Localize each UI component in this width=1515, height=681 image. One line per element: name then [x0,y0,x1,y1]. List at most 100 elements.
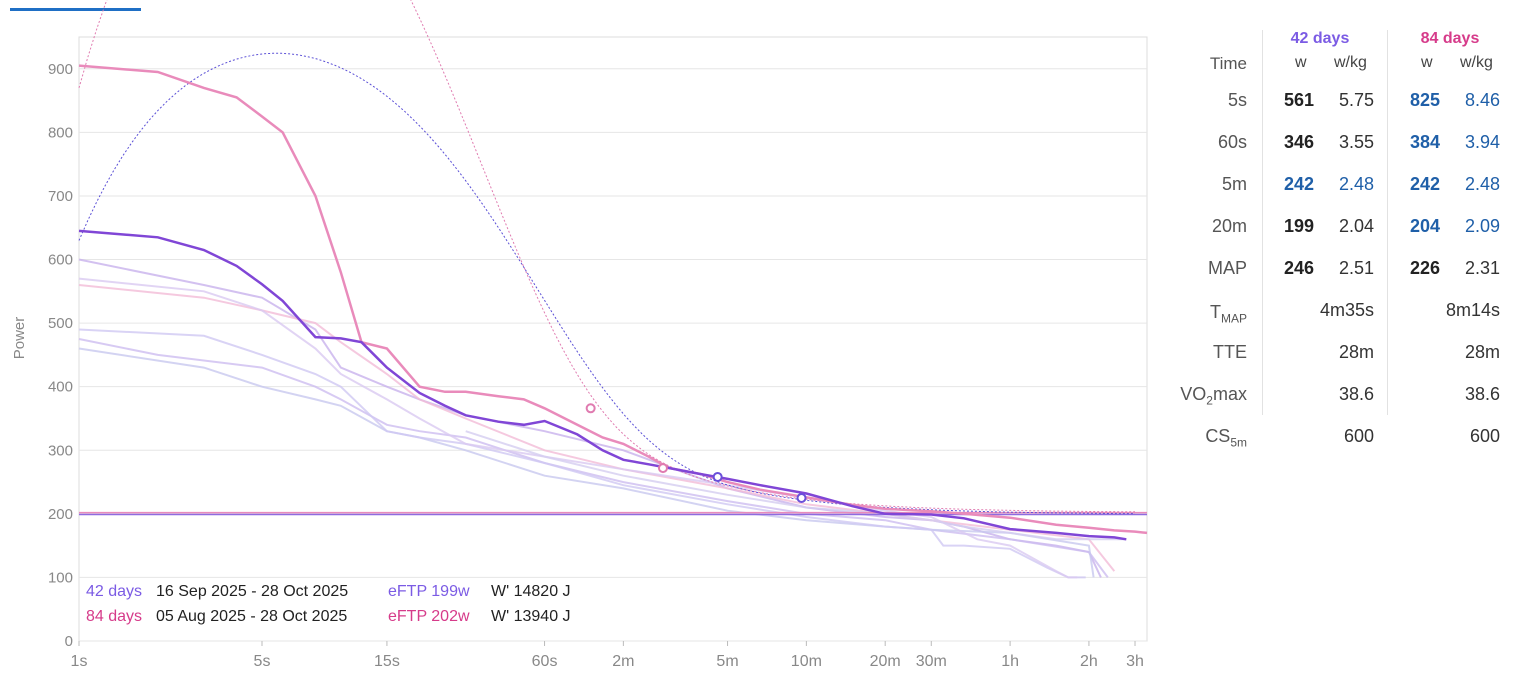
column-divider [1262,30,1263,415]
cs5m-42: 600 [1343,426,1374,446]
unit-wkg: w/kg [1334,54,1367,71]
y-tick-label: 400 [48,379,73,396]
stat-value: 2.51 [1338,258,1374,278]
legend-dates: 05 Aug 2025 - 28 Oct 2025 [156,608,348,625]
tmap-label: TMAP [1209,302,1247,326]
legend-period: 42 days [86,583,143,600]
stat-value: 346 [1283,132,1314,152]
faint-series-line [78,277,1078,579]
faint-series-line [78,328,1086,579]
x-tick-label: 1s [71,653,88,670]
chart-axes: 0 100 200 300 400 500 600 700 800 900 1s 5s 15s 60s 2m… [48,61,1144,670]
faint-series [78,258,1127,579]
x-tick-label: 30m [916,653,947,670]
faint-series-line [78,284,1116,572]
cs5m-84: 600 [1469,426,1500,446]
stat-value: 5.75 [1338,90,1374,110]
stat-value: 246 [1283,258,1314,278]
active-tab-indicator [10,8,141,11]
stat-value[interactable]: 384 [1409,132,1440,152]
unit-wkg: w/kg [1460,54,1493,71]
y-tick-label: 100 [48,569,73,586]
y-tick-label: 900 [48,61,73,78]
chart-grid [78,36,1148,642]
vo2max-42: 38.6 [1338,384,1374,404]
unit-w: w [1295,54,1307,71]
legend-row-84: 84 days 05 Aug 2025 - 28 Oct 2025 eFTP 202… [86,608,571,626]
stat-value: 2.31 [1464,258,1500,278]
stat-value[interactable]: 2.09 [1464,216,1500,236]
stat-value: 226 [1409,258,1440,278]
data-marker [796,492,807,503]
x-tick-label: 15s [374,653,400,670]
tmap-42: 4m35s [1319,300,1374,320]
x-tick-label: 5s [254,653,271,670]
row-label: 5s [1227,90,1247,110]
chart-markers [585,403,807,503]
faint-series-line [465,430,1127,541]
tte-84: 28m [1464,342,1500,362]
stat-value[interactable]: 2.48 [1338,174,1374,194]
tte-label: TTE [1213,342,1247,362]
model-curve [78,52,1136,515]
time-label: Time [1209,54,1247,73]
unit-w: w [1421,54,1433,71]
y-tick-label: 0 [65,633,73,650]
row-label: 60s [1217,132,1247,152]
stat-value: 3.55 [1338,132,1374,152]
stat-value[interactable]: 204 [1409,216,1440,236]
model-curve [78,0,1135,513]
y-tick-label: 200 [48,506,73,523]
legend-wprime: W' 13940 J [491,608,571,625]
main-series-line [78,229,1127,541]
x-tick-label: 2h [1080,653,1098,670]
x-tick-label: 10m [791,653,822,670]
x-tick-label: 3h [1126,653,1144,670]
stat-value[interactable]: 242 [1409,174,1440,194]
data-marker [585,403,596,414]
header-42-days[interactable]: 42 days [1290,30,1350,47]
data-marker [712,471,723,482]
legend-row-42: 42 days 16 Sep 2025 - 28 Oct 2025 eFTP 199… [86,583,571,601]
legend-wprime: W' 14820 J [491,583,571,600]
stat-value: 561 [1283,90,1314,110]
main-series-line [78,64,1148,535]
y-tick-label: 700 [48,188,73,205]
header-84-days[interactable]: 84 days [1420,30,1480,47]
row-label: MAP [1207,258,1247,278]
tmap-84: 8m14s [1445,300,1500,320]
stat-value[interactable]: 242 [1283,174,1314,194]
stat-value[interactable]: 8.46 [1464,90,1500,110]
row-label: 20m [1211,216,1247,236]
data-marker [657,463,668,474]
vo2max-label: VO2max [1180,384,1247,408]
y-tick-label: 500 [48,315,73,332]
legend-eftp: eFTP 202w [388,608,470,625]
x-tick-label: 60s [532,653,558,670]
main-series [78,64,1148,541]
stat-value[interactable]: 2.48 [1464,174,1500,194]
row-label: 5m [1221,174,1247,194]
column-divider [1387,30,1388,415]
stat-value[interactable]: 3.94 [1464,132,1500,152]
x-tick-label: 20m [870,653,901,670]
legend-eftp: eFTP 199w [388,583,470,600]
y-tick-label: 600 [48,252,73,269]
plot-frame [78,36,1148,642]
y-axis-label: Power [11,317,28,360]
power-curve-chart[interactable]: 0 100 200 300 400 500 600 700 800 900 1s 5s 15s 60s 2m… [0,0,1160,681]
legend-period: 84 days [86,608,143,625]
x-tick-label: 2m [612,653,634,670]
tte-42: 28m [1338,342,1374,362]
x-tick-label: 5m [716,653,738,670]
y-tick-label: 300 [48,442,73,459]
vo2max-84: 38.6 [1464,384,1500,404]
model-curves [78,0,1136,515]
cs5m-label: CS5m [1205,426,1247,450]
y-tick-label: 800 [48,124,73,141]
stat-value: 199 [1283,216,1314,236]
legend-dates: 16 Sep 2025 - 28 Oct 2025 [156,583,349,600]
stat-value[interactable]: 825 [1409,90,1440,110]
x-tick-label: 1h [1001,653,1019,670]
stat-value: 2.04 [1338,216,1374,236]
